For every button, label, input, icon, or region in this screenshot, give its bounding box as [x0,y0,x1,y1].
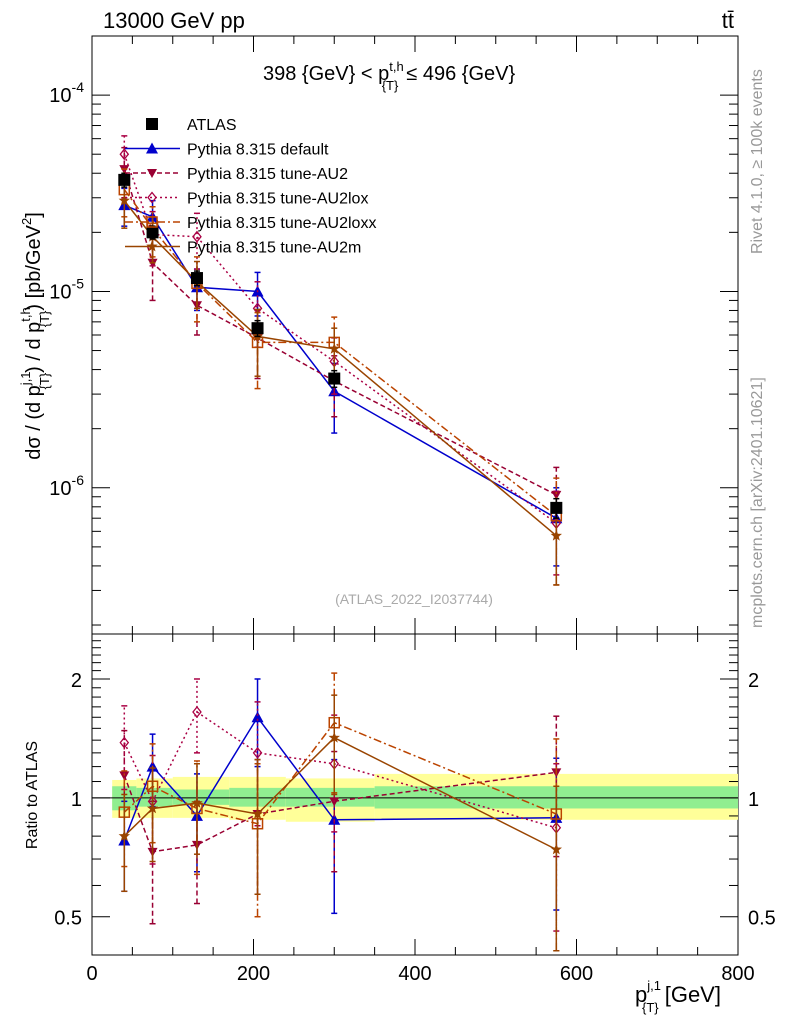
point-AU2m [550,529,562,541]
series-ATLAS [118,172,563,519]
analysis-watermark: (ATLAS_2022_I2037744) [335,591,493,607]
x-tick-label: 600 [560,963,593,985]
ratio-y-tick-label-left: 0.5 [54,908,82,930]
main-y-tick-label: 10-4 [49,79,84,107]
series-line-AU2m [123,736,557,851]
legend-marker-ATLAS [146,118,158,130]
series-line-AU2lox [123,153,557,524]
point-AU2 [551,490,562,500]
point-ATLAS [190,272,203,285]
series-line-AU2lox [123,710,557,829]
point-AU2 [119,771,130,781]
point-AU2m [118,194,130,206]
stat-uncertainty-band [172,789,230,805]
legend-label-AU2m: Pythia 8.315 tune-AU2m [187,240,361,257]
ratio-y-tick-label-right: 2 [748,670,759,692]
rivet-label: Rivet 4.1.0, ≥ 100k events [749,69,766,254]
point-AU2m [191,797,203,808]
ratio-y-tick-label-right: 0.5 [748,908,776,930]
point-ATLAS [328,372,341,385]
point-ATLAS [550,501,563,514]
axes: 10-6 10-5 10-4 0.5 0.5 1 1 2 2 0 200 400 600 800 [49,35,776,985]
point-ATLAS [118,173,131,186]
point-AU2lox [192,230,202,243]
series-line-default [124,204,557,519]
legend-marker-AU2m [146,240,158,252]
x-tick-label: 400 [398,963,431,985]
point-AU2lox [119,736,130,749]
x-tick-label: 0 [86,963,97,985]
point-AU2lox [119,148,130,161]
series-line-default [123,715,557,841]
legend-entry-AU2: Pythia 8.315 tune-AU2 [125,166,348,183]
legend-marker-AU2lox [147,191,157,204]
energy-label: 13000 GeV pp [103,8,245,33]
legend-marker-AU2 [147,169,157,178]
ratio-y-tick-label-left: 1 [71,789,82,811]
point-AU2m [118,830,130,841]
main-y-tick-label: 10-6 [49,472,84,500]
ratio-y-tick-label-left: 2 [71,670,82,692]
legend-marker-default [146,142,158,154]
series-line-AU2 [123,771,557,853]
legend-entry-default: Pythia 8.315 default [125,142,329,159]
point-ATLAS [146,226,159,239]
series-AU2m-ratio [118,694,562,952]
series-line-AU2loxx [123,721,557,825]
ratio-series [118,672,563,952]
legend-marker-AU2loxx [146,216,158,228]
point-default [251,711,264,723]
point-AU2m [328,731,340,743]
main-y-axis-label: dσ / (d pj,1 {T}) / d pt,h {T}) [pb/GeV2] [18,212,52,460]
x-tick-label: 200 [237,963,270,985]
point-AU2m [550,843,562,855]
point-AU2m [146,802,159,814]
legend: ATLAS Pythia 8.315 default Pythia 8.315 tu… [125,117,376,257]
legend-entry-AU2m: Pythia 8.315 tune-AU2m [125,240,361,257]
point-ATLAS [251,322,264,335]
ratio-y-tick-label-right: 1 [748,789,759,811]
legend-label-AU2lox: Pythia 8.315 tune-AU2lox [187,191,368,208]
stat-uncertainty-band [285,787,375,807]
legend-entry-AU2lox: Pythia 8.315 tune-AU2lox [125,191,368,208]
process-label: tt̄ [722,8,734,33]
legend-entry-AU2loxx: Pythia 8.315 tune-AU2loxx [125,215,376,232]
point-AU2m [251,808,264,819]
x-tick-label: 800 [721,963,754,985]
legend-label-ATLAS: ATLAS [187,117,237,134]
point-AU2m [328,342,340,354]
x-axis-label: pj,1 {T} [GeV] [635,978,721,1015]
legend-label-AU2loxx: Pythia 8.315 tune-AU2loxx [187,215,376,232]
main-series [118,135,563,586]
ratio-y-axis-label: Ratio to ATLAS [24,741,41,849]
point-AU2lox [252,746,263,759]
legend-label-default: Pythia 8.315 default [187,142,329,159]
point-AU2lox [192,705,202,719]
main-y-tick-label: 10-5 [49,275,84,303]
legend-label-AU2: Pythia 8.315 tune-AU2 [187,166,348,183]
legend-entry-ATLAS: ATLAS [146,117,237,134]
main-title: 398 {GeV} < pt,h {T}≤ 496 {GeV} [263,59,515,93]
mcplots-label: mcplots.cern.ch [arXiv:2401.10621] [749,377,766,628]
